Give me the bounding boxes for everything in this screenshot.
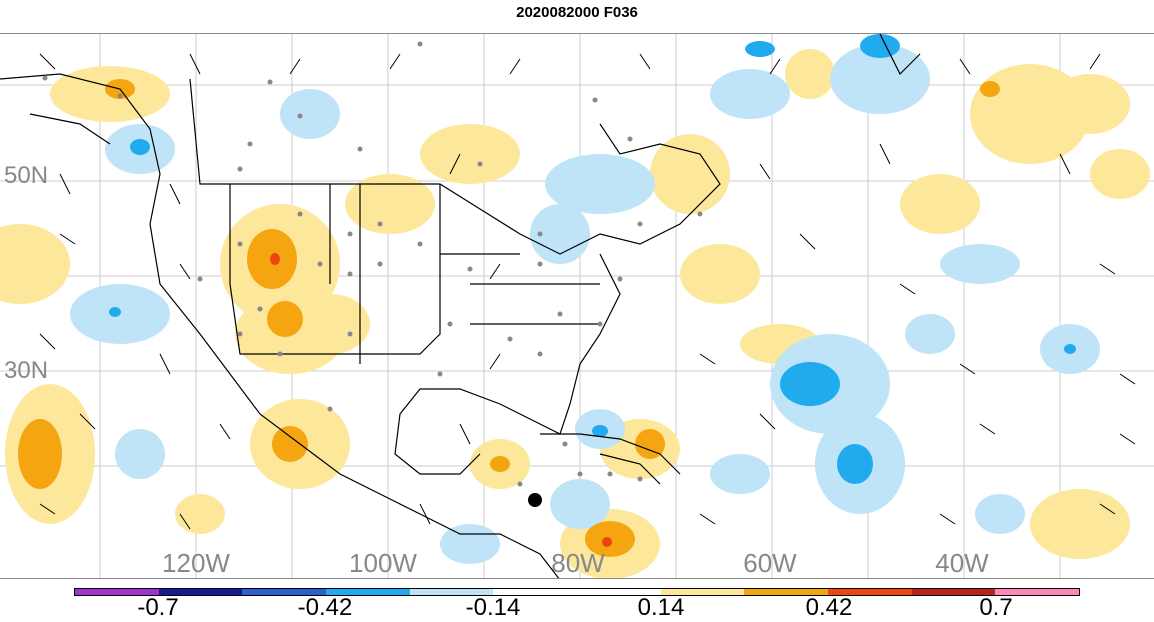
colorbar-label: 0.42 — [805, 594, 853, 621]
colorbar-label: -0.14 — [465, 594, 521, 621]
colorbar-segment — [493, 589, 578, 595]
coastlines — [0, 34, 921, 578]
colorbar-segment — [995, 589, 1080, 595]
map-canvas — [0, 34, 1154, 578]
lon-label-80w: 80W — [551, 548, 605, 578]
colorbar-segment — [75, 589, 159, 595]
colorbar-label: 0.7 — [979, 594, 1013, 621]
colorbar-segment — [577, 589, 661, 595]
lon-label-60w: 60W — [743, 548, 797, 578]
colorbar-label: -0.7 — [137, 594, 179, 621]
colorbar-segment — [409, 589, 494, 595]
anomaly-shading — [0, 34, 1150, 578]
colorbar-segment — [911, 589, 996, 595]
lat-label-30n: 30N — [4, 357, 49, 384]
colorbar-segment — [326, 589, 410, 595]
lat-label-50n: 50N — [4, 162, 49, 189]
lon-label-100w: 100W — [349, 548, 417, 578]
colorbar-segment — [158, 589, 243, 595]
location-marker — [528, 493, 542, 507]
colorbar-segment — [242, 589, 327, 595]
colorbar-segment — [828, 589, 912, 595]
colorbar-label: -0.42 — [297, 594, 353, 621]
colorbar-segment — [744, 589, 829, 595]
lon-label-40w: 40W — [935, 548, 989, 578]
map-title: 2020082000 F036 — [516, 4, 638, 21]
station-dots — [42, 41, 703, 487]
wind-barbs — [39, 53, 1136, 530]
lon-label-120w: 120W — [162, 548, 230, 578]
map-panel: 50N 30N 120W 100W 80W 60W 40W — [0, 33, 1154, 579]
colorbar — [74, 588, 1080, 596]
colorbar-segment — [660, 589, 745, 595]
colorbar-label: 0.14 — [637, 594, 685, 621]
